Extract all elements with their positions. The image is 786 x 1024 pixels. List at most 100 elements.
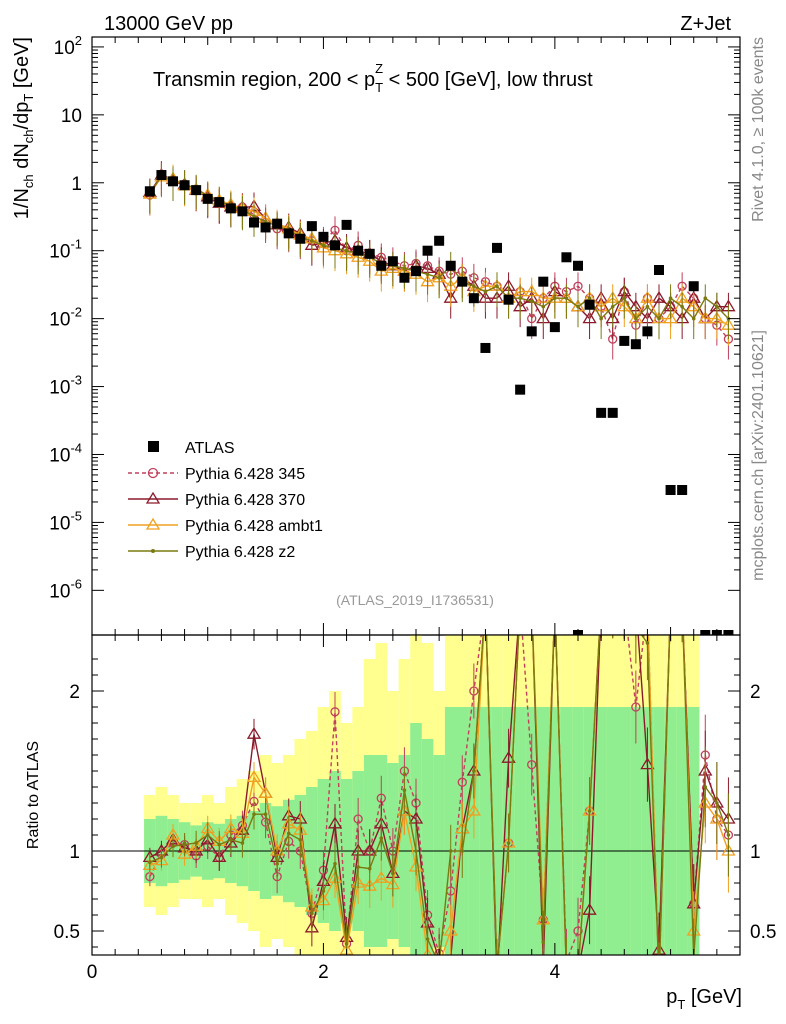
main-title-after: < 500 [GeV], low thrust — [383, 69, 593, 91]
main-title-before: Transmin region, 200 < p — [153, 69, 375, 91]
series-point — [610, 304, 615, 309]
legend-marker-atlas — [148, 441, 159, 452]
series-point — [541, 304, 546, 309]
analysis-watermark: (ATLAS_2019_I1736531) — [336, 592, 494, 608]
atlas-data-point — [353, 245, 364, 256]
ratio-point — [275, 862, 279, 866]
series-point — [587, 296, 592, 300]
ratio-green-band — [687, 707, 700, 955]
ratio-point — [298, 838, 303, 842]
ratio-point — [573, 926, 583, 936]
atlas-data-point-offscale — [723, 630, 734, 635]
ratio-green-band — [479, 707, 492, 955]
series-point — [402, 266, 407, 271]
ratio-point — [423, 947, 432, 955]
series-line-2 — [149, 176, 729, 326]
series-point — [310, 238, 314, 243]
ratio-point — [252, 812, 256, 816]
ratio-point — [246, 770, 262, 783]
ratio-point — [631, 702, 641, 712]
legend-marker — [145, 517, 161, 530]
atlas-data-point — [202, 193, 213, 204]
legend-label: Pythia 6.428 345 — [185, 466, 305, 483]
atlas-data-point — [283, 228, 294, 239]
series-point — [622, 296, 627, 300]
ratio-point — [408, 811, 424, 824]
atlas-data-point — [411, 266, 421, 277]
atlas-data-point — [480, 342, 491, 353]
ratio-point — [356, 865, 360, 869]
ratio-point — [240, 841, 245, 845]
series-point — [599, 316, 603, 321]
atlas-data-point — [596, 407, 607, 418]
ratio-point — [726, 833, 731, 837]
ratio-point — [263, 812, 268, 816]
atlas-data-point — [573, 260, 583, 271]
legend-marker — [147, 467, 159, 479]
series-point — [576, 304, 580, 309]
atlas-data-point — [156, 170, 167, 181]
ratio-point — [171, 844, 175, 848]
ratio-point — [327, 816, 343, 829]
atlas-data-point — [549, 322, 560, 333]
ratio-green-band — [549, 707, 561, 955]
atlas-data-point — [214, 197, 225, 208]
ratio-point — [443, 923, 458, 936]
ratio-point — [379, 836, 384, 840]
atlas-data-point — [688, 281, 699, 292]
atlas-data-point — [654, 264, 664, 275]
atlas-data-point — [272, 218, 283, 229]
atlas-data-point — [434, 235, 445, 246]
atlas-data-point-offscale — [700, 630, 711, 635]
main-y-tick-label: 1 — [71, 174, 82, 195]
main-panel-axes: 10-6 10-5 10-4 10-3 10-2 10-1 1 10 102 — [49, 33, 740, 635]
x-tick-label: 0 — [87, 962, 98, 983]
atlas-data-point — [445, 260, 456, 271]
ratio-point — [374, 870, 389, 883]
series-point — [564, 296, 569, 300]
atlas-data-point — [330, 240, 340, 251]
atlas-data-point — [584, 299, 595, 310]
ratio-green-band — [653, 707, 665, 955]
ratio-point — [466, 803, 482, 816]
ratio-point — [344, 942, 349, 946]
series-point — [582, 311, 597, 324]
header-right-label: Z+Jet — [680, 13, 731, 35]
atlas-data-point — [179, 180, 190, 191]
series-point — [518, 296, 522, 300]
ratio-point — [391, 871, 395, 876]
ratio-point — [501, 750, 516, 763]
ratio-point — [286, 831, 291, 836]
ratio-line-2 — [149, 635, 730, 955]
ratio-point — [640, 757, 655, 770]
series-point — [680, 304, 684, 309]
atlas-data-point — [503, 294, 514, 305]
atlas-data-point — [607, 407, 618, 418]
ratio-point — [212, 850, 227, 863]
series-point — [573, 281, 583, 291]
x-tick-label: 2 — [318, 962, 329, 983]
header-left-label: 13000 GeV pp — [104, 13, 233, 35]
rivet-version-label: Rivet 4.1.0, ≥ 100k events — [750, 37, 767, 222]
ratio-point — [703, 785, 708, 789]
ratio-green-band — [514, 707, 526, 955]
ratio-point — [527, 759, 537, 770]
main-title-sub: T — [375, 80, 383, 95]
series-point — [715, 304, 719, 309]
series-point — [651, 290, 667, 303]
atlas-data-point — [619, 335, 630, 346]
series-point — [645, 304, 650, 309]
ratio-y-tick-label-right: 0.5 — [750, 922, 776, 943]
ratio-green-band — [572, 707, 584, 955]
main-y-tick-label: 10-2 — [49, 305, 82, 331]
atlas-data-point — [144, 186, 155, 197]
ratio-point — [506, 841, 511, 845]
main-y-tick-label: 10-1 — [49, 237, 82, 263]
x-axis-label: pT [GeV] — [666, 986, 742, 1012]
series-point — [634, 316, 638, 321]
ratio-point — [258, 786, 273, 799]
atlas-data-point — [492, 242, 502, 253]
ratio-green-band — [618, 707, 631, 955]
ratio-point — [425, 937, 430, 941]
atlas-data-point — [630, 339, 641, 350]
